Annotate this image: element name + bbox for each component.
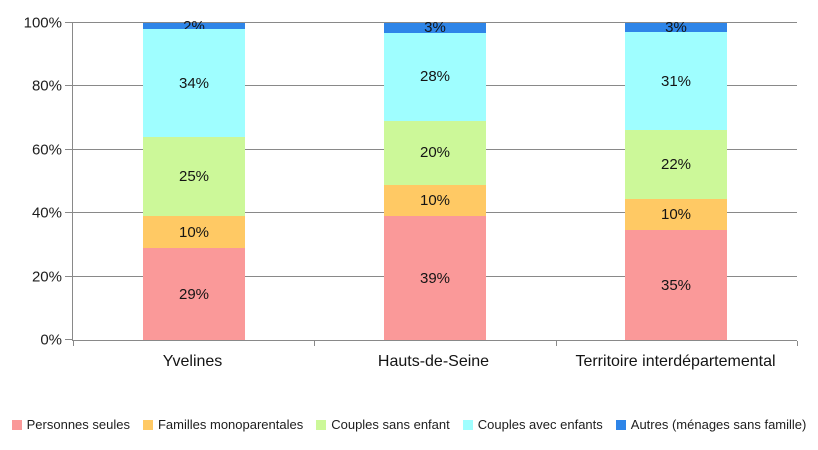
bar-segment: 22% bbox=[625, 129, 727, 199]
x-axis-category-labels: Yvelines Hauts-de-Seine Territoire interdé… bbox=[72, 351, 796, 395]
gridline bbox=[73, 22, 797, 23]
y-axis-tick bbox=[65, 275, 73, 277]
bar-segment: 20% bbox=[384, 121, 486, 185]
legend-label: Couples sans enfant bbox=[331, 417, 450, 432]
bar-territoire-interd-partemental: 35% 10% 22% 31% 3% bbox=[625, 19, 727, 340]
bar-segment: 10% bbox=[384, 184, 486, 217]
legend-item: Couples sans enfant bbox=[316, 417, 450, 432]
category-label: Hauts-de-Seine bbox=[313, 351, 554, 373]
bar-segment: 34% bbox=[143, 29, 245, 138]
x-axis-tick bbox=[797, 341, 798, 346]
bar-segment: 39% bbox=[384, 216, 486, 340]
y-axis-tick bbox=[65, 339, 73, 340]
x-axis-tick bbox=[314, 341, 315, 346]
legend-label: Familles monoparentales bbox=[157, 417, 304, 432]
y-axis-label: 60% bbox=[31, 141, 62, 159]
data-label: 31% bbox=[660, 72, 692, 90]
x-axis-tick bbox=[73, 341, 74, 346]
bar-segment: 25% bbox=[143, 137, 245, 217]
data-label: 25% bbox=[178, 168, 210, 186]
plot-area: 0% 20% 40% 60% 80% 100% 29% 10% 25% 34% 2% 39% 10% 20… bbox=[24, 15, 798, 349]
bar-segment: 31% bbox=[625, 32, 727, 130]
bar-segment: 10% bbox=[625, 198, 727, 231]
y-axis-tick bbox=[65, 22, 73, 23]
data-label: 10% bbox=[178, 223, 210, 241]
legend-label: Couples avec enfants bbox=[477, 417, 603, 432]
bar-hauts-de-seine: 39% 10% 20% 28% 3% bbox=[384, 19, 486, 340]
legend-swatch-icon bbox=[142, 419, 153, 430]
data-label: 29% bbox=[178, 285, 210, 303]
y-axis-label: 20% bbox=[31, 268, 62, 286]
legend-item: Familles monoparentales bbox=[142, 417, 304, 432]
data-label: 3% bbox=[424, 19, 446, 37]
y-axis-tick bbox=[65, 212, 73, 214]
bar-yvelines: 29% 10% 25% 34% 2% bbox=[143, 19, 245, 340]
legend-item: Personnes seules bbox=[11, 417, 130, 432]
x-axis-tick bbox=[556, 341, 557, 346]
data-label: 10% bbox=[660, 205, 692, 223]
data-label: 3% bbox=[665, 19, 687, 37]
legend-item: Autres (ménages sans famille) bbox=[615, 417, 807, 432]
bar-segment: 35% bbox=[625, 230, 727, 340]
category-label-text: Territoire interdépartemental bbox=[575, 353, 776, 370]
y-axis-label: 80% bbox=[31, 77, 62, 95]
data-label: 10% bbox=[419, 192, 451, 210]
data-label: 34% bbox=[178, 74, 210, 92]
category-label-text: Hauts-de-Seine bbox=[377, 353, 490, 370]
bar-segment: 29% bbox=[143, 248, 245, 340]
legend-swatch-icon bbox=[615, 419, 626, 430]
bar-segment: 10% bbox=[143, 216, 245, 249]
legend-label: Autres (ménages sans famille) bbox=[630, 417, 807, 432]
data-label: 22% bbox=[660, 155, 692, 173]
bar-segment: 3% bbox=[384, 19, 486, 37]
data-label: 28% bbox=[419, 68, 451, 86]
legend-swatch-icon bbox=[462, 419, 473, 430]
category-label: Yvelines bbox=[72, 351, 313, 373]
data-label: 35% bbox=[660, 276, 692, 294]
data-label: 20% bbox=[419, 144, 451, 162]
legend-swatch-icon bbox=[11, 419, 22, 430]
chart-legend: Personnes seules Familles monoparentales C… bbox=[0, 417, 818, 432]
data-label: 39% bbox=[419, 269, 451, 287]
bar-segment: 28% bbox=[384, 32, 486, 122]
y-axis-label: 40% bbox=[31, 204, 62, 222]
y-axis-tick bbox=[65, 148, 73, 150]
bar-segment: 3% bbox=[625, 19, 727, 37]
legend-item: Couples avec enfants bbox=[462, 417, 603, 432]
y-axis-label: 0% bbox=[40, 331, 62, 349]
legend-swatch-icon bbox=[316, 419, 327, 430]
category-label: Territoire interdépartemental bbox=[555, 351, 796, 373]
y-axis-label: 100% bbox=[23, 14, 62, 32]
y-axis-tick bbox=[65, 85, 73, 87]
legend-label: Personnes seules bbox=[26, 417, 130, 432]
category-label-text: Yvelines bbox=[162, 353, 223, 370]
